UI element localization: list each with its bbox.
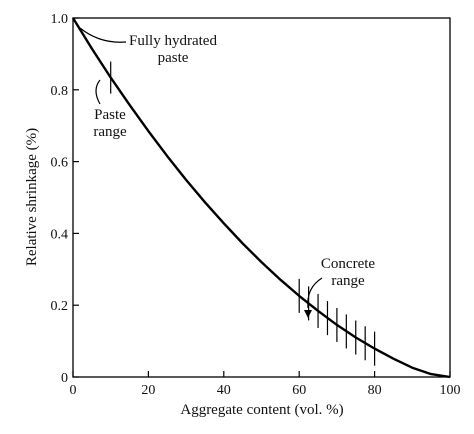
y-tick-label: 1.0 bbox=[51, 12, 69, 27]
plot-frame bbox=[72, 17, 451, 378]
y-axis-label: Relative shrinkage (%) bbox=[24, 128, 40, 266]
annotation-paste-range-line2: range bbox=[93, 124, 127, 140]
x-tick-label: 60 bbox=[292, 383, 306, 398]
ticks: 0 20 40 60 80 100 0 0.2 0.4 0.6 0.8 1.0 bbox=[51, 12, 461, 398]
x-tick-label: 100 bbox=[440, 383, 461, 398]
x-tick-label: 20 bbox=[141, 383, 155, 398]
axes bbox=[72, 17, 451, 378]
annotation-arrowhead-concrete bbox=[304, 310, 312, 318]
range-marks bbox=[110, 61, 376, 366]
series-layer bbox=[71, 17, 451, 379]
annotation-paste-range-line1: Paste bbox=[94, 107, 126, 123]
shrinkage-curve bbox=[71, 17, 451, 379]
y-tick-label: 0.4 bbox=[51, 227, 69, 242]
annotation-arrow-paste-range bbox=[95, 79, 101, 105]
x-axis-label: Aggregate content (vol. %) bbox=[180, 402, 343, 418]
annotations: Fully hydrated paste Paste range Concret… bbox=[79, 27, 375, 318]
annotation-fully-hydrated-line1: Fully hydrated bbox=[129, 33, 217, 49]
x-tick-label: 0 bbox=[70, 383, 77, 398]
annotation-concrete-range-line1: Concrete bbox=[321, 256, 375, 272]
x-tick-label: 80 bbox=[368, 383, 382, 398]
y-tick-label: 0.8 bbox=[51, 84, 69, 99]
x-tick-label: 40 bbox=[217, 383, 231, 398]
annotation-concrete-range-line2: range bbox=[331, 273, 365, 289]
y-tick-label: 0.6 bbox=[51, 156, 69, 171]
y-tick-label: 0.2 bbox=[51, 299, 69, 314]
annotation-fully-hydrated-line2: paste bbox=[158, 50, 189, 66]
y-tick-label: 0 bbox=[61, 371, 68, 386]
annotation-arrow-fully-hydrated bbox=[79, 27, 127, 43]
annotation-arrow-concrete-range bbox=[307, 277, 323, 309]
